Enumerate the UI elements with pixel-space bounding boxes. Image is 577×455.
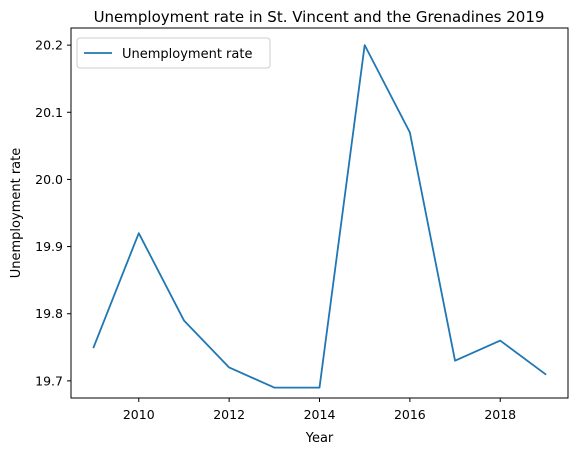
x-tick-label: 2018 [484, 407, 516, 422]
y-axis-label: Unemployment rate [9, 148, 24, 278]
legend-box [76, 37, 271, 69]
y-tick-label: 19.8 [35, 306, 63, 321]
x-tick-label: 2012 [213, 407, 245, 422]
x-tick-label: 2016 [394, 407, 426, 422]
y-tick-label: 20.1 [35, 105, 63, 120]
x-tick-label: 2010 [123, 407, 155, 422]
y-tick-label: 20.2 [35, 38, 63, 53]
y-tick-label: 19.7 [35, 373, 63, 388]
chart-title: Unemployment rate in St. Vincent and the… [94, 8, 545, 26]
series-line [92, 44, 547, 389]
legend: Unemployment rate [76, 37, 271, 69]
y-tick-label: 20.0 [35, 172, 63, 187]
series-layer [92, 44, 547, 389]
y-tick-label: 19.9 [35, 239, 63, 254]
plot-area [70, 27, 569, 399]
x-axis-label: Year [305, 431, 334, 446]
legend-label: Unemployment rate [122, 47, 252, 62]
x-tick-label: 2014 [304, 407, 336, 422]
y-axis: 19.7 19.8 19.9 20.0 20.1 20.2 [35, 38, 71, 388]
x-axis: 2010 2012 2014 2016 2018 [123, 398, 516, 422]
